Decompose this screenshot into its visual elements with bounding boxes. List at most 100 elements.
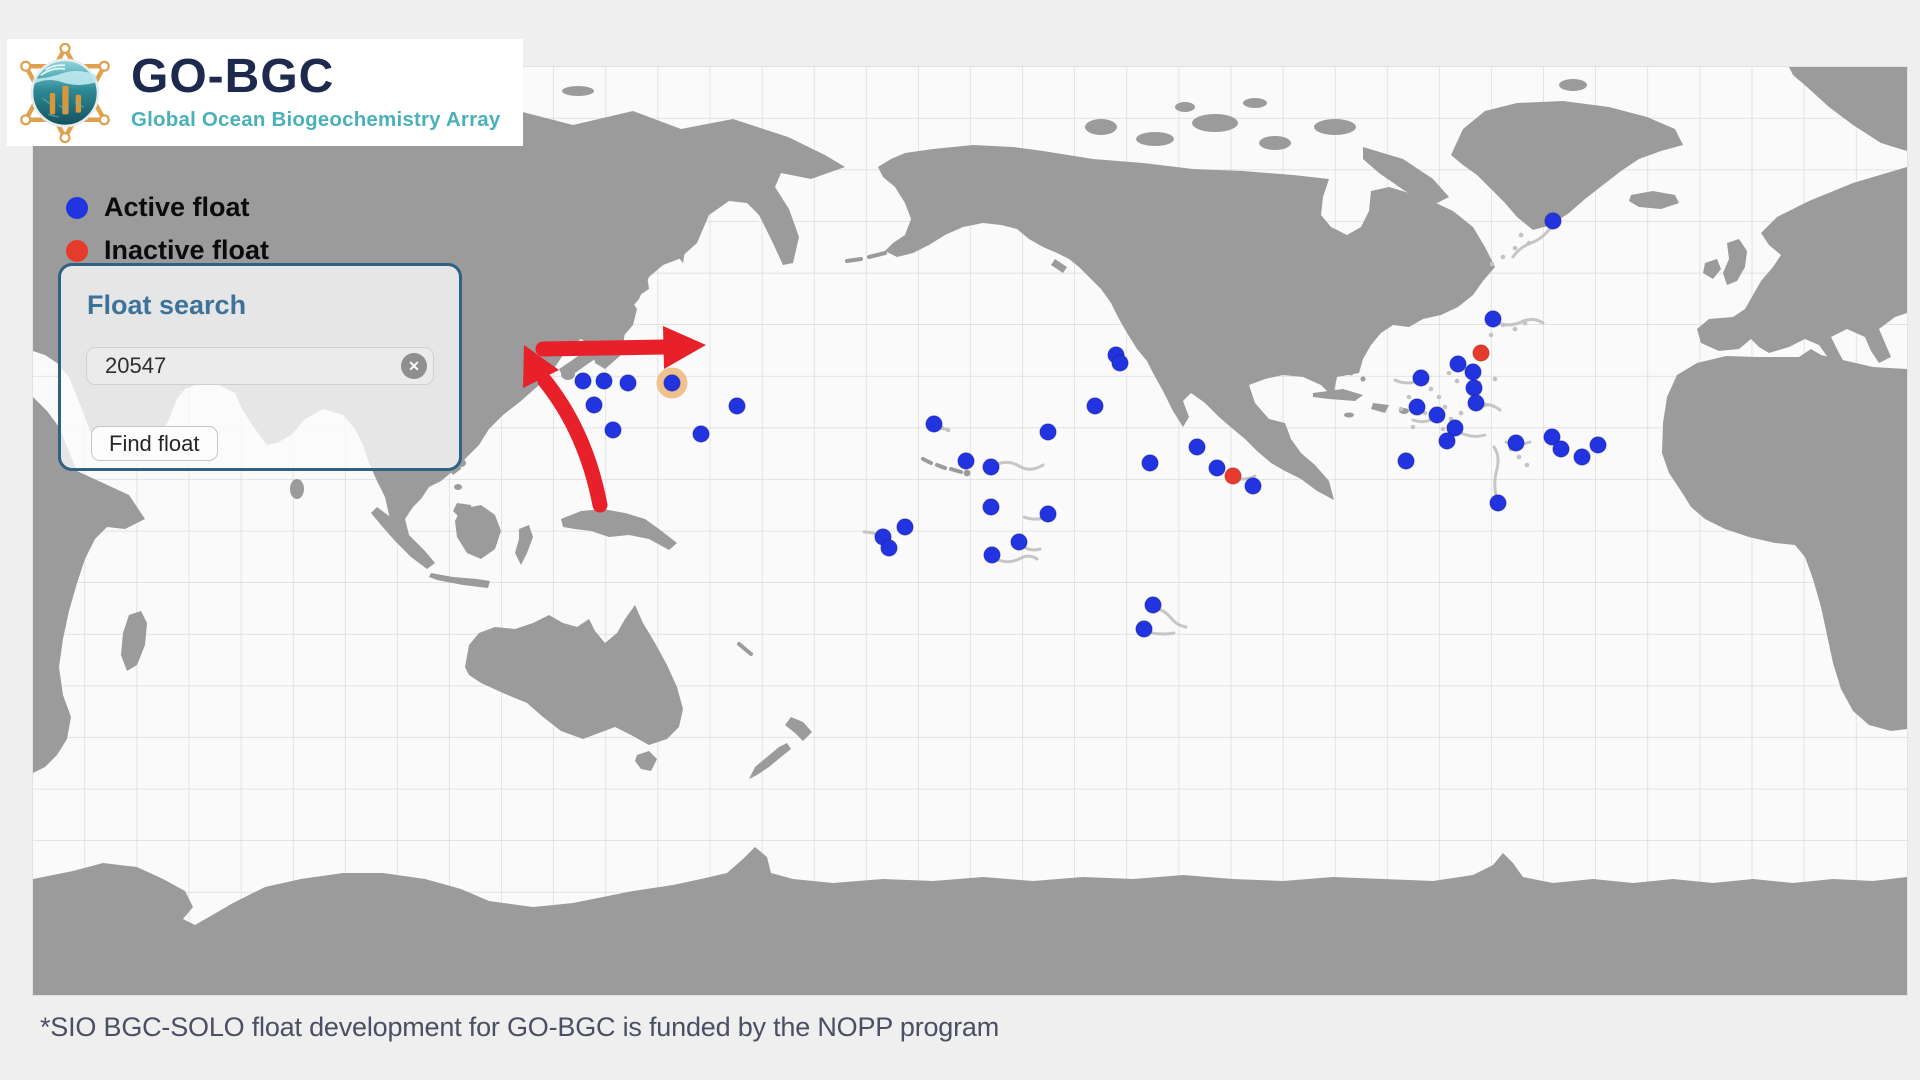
- active-float-marker[interactable]: [1188, 438, 1206, 456]
- active-float-marker[interactable]: [595, 372, 613, 390]
- active-float-marker[interactable]: [1446, 419, 1464, 437]
- inactive-float-marker[interactable]: [1224, 467, 1242, 485]
- sakhalin: [675, 227, 687, 263]
- arctic-island: [1085, 119, 1117, 135]
- active-float-marker[interactable]: [1412, 369, 1430, 387]
- active-float-marker[interactable]: [982, 498, 1000, 516]
- active-float-marker[interactable]: [1010, 533, 1028, 551]
- active-float-marker[interactable]: [983, 546, 1001, 564]
- active-float-marker[interactable]: [1086, 397, 1104, 415]
- greenland: [1451, 101, 1683, 230]
- ireland: [1703, 259, 1721, 279]
- svalbard: [1559, 79, 1587, 91]
- active-float-marker[interactable]: [1465, 379, 1483, 397]
- float-track-speck: [1522, 320, 1528, 326]
- arctic-island: [1314, 119, 1356, 135]
- logo-text: GO-BGC Global Ocean Biogeochemistry Arra…: [131, 53, 500, 132]
- africa-east: [33, 397, 145, 773]
- active-float-marker[interactable]: [1467, 394, 1485, 412]
- annotation-arrow-head: [663, 326, 706, 369]
- arctic-island: [1243, 98, 1267, 108]
- inactive-float-marker[interactable]: [1472, 344, 1490, 362]
- find-float-button[interactable]: Find float: [91, 426, 218, 461]
- world-map-svg[interactable]: [33, 67, 1907, 995]
- philippines-visayas: [454, 484, 462, 490]
- active-float-marker[interactable]: [1141, 454, 1159, 472]
- active-float-marker[interactable]: [574, 372, 592, 390]
- float-track-speck: [1516, 454, 1522, 460]
- active-floats: [574, 212, 1607, 638]
- float-track-speck: [1440, 426, 1446, 432]
- japan-kyushu: [561, 368, 575, 380]
- active-float-marker[interactable]: [1244, 477, 1262, 495]
- arctic-island: [562, 86, 594, 96]
- float-track-speck: [1436, 394, 1442, 400]
- active-float-marker[interactable]: [1552, 440, 1570, 458]
- arctic-island: [1259, 136, 1291, 150]
- active-float-marker[interactable]: [1135, 620, 1153, 638]
- active-float-marker[interactable]: [1507, 434, 1525, 452]
- active-float-marker[interactable]: [1489, 494, 1507, 512]
- scandinavia: [1789, 67, 1907, 151]
- active-float-marker[interactable]: [1039, 505, 1057, 523]
- active-float-marker[interactable]: [1589, 436, 1607, 454]
- float-trail: [1492, 445, 1500, 505]
- active-float-marker[interactable]: [585, 396, 603, 414]
- annotation-arrow-shaft: [537, 373, 608, 513]
- clear-icon: ✕: [408, 358, 420, 374]
- active-float-marker[interactable]: [1408, 398, 1426, 416]
- map-container[interactable]: [32, 66, 1908, 996]
- active-float-marker[interactable]: [925, 415, 943, 433]
- active-float-marker[interactable]: [663, 374, 681, 392]
- float-track-speck: [1526, 240, 1532, 246]
- bahamas: [1360, 376, 1366, 382]
- active-float-marker[interactable]: [1464, 363, 1482, 381]
- active-float-marker[interactable]: [1397, 452, 1415, 470]
- float-track-speck: [1500, 254, 1506, 260]
- hispaniola: [1371, 403, 1389, 413]
- active-float-marker[interactable]: [1428, 406, 1446, 424]
- clear-input-button[interactable]: ✕: [401, 353, 427, 379]
- float-track-speck: [1458, 410, 1464, 416]
- float-track-speck: [1454, 378, 1460, 384]
- active-float-marker[interactable]: [1544, 212, 1562, 230]
- philippines-mindanao: [453, 503, 473, 519]
- taiwan: [480, 413, 490, 429]
- arctic-island: [1136, 132, 1174, 146]
- legend-label-active: Active float: [104, 192, 250, 222]
- new-guinea: [561, 509, 677, 550]
- active-float-marker[interactable]: [1111, 354, 1129, 372]
- float-track-speck: [945, 427, 951, 433]
- active-float-marker[interactable]: [1484, 310, 1502, 328]
- active-float-marker[interactable]: [880, 539, 898, 557]
- active-float-marker[interactable]: [692, 425, 710, 443]
- active-float-marker[interactable]: [1449, 355, 1467, 373]
- arctic-island: [1192, 114, 1238, 132]
- active-float-marker[interactable]: [957, 452, 975, 470]
- active-float-marker[interactable]: [1543, 428, 1561, 446]
- active-float-marker[interactable]: [604, 421, 622, 439]
- legend-item-inactive: Inactive float: [66, 229, 269, 272]
- annotation-arrow-shaft: [535, 339, 674, 357]
- annotation-arrow-head: [523, 345, 559, 388]
- logo-title: GO-BGC: [131, 50, 335, 103]
- active-float-marker[interactable]: [1438, 432, 1456, 450]
- inactive-floats: [1224, 344, 1490, 485]
- aleutian-islands: [845, 251, 887, 263]
- active-float-marker[interactable]: [982, 458, 1000, 476]
- search-panel-title: Float search: [87, 290, 247, 320]
- float-track-speck: [1518, 232, 1524, 238]
- africa-west: [1662, 349, 1907, 731]
- active-float-marker[interactable]: [1208, 459, 1226, 477]
- active-float-marker[interactable]: [728, 397, 746, 415]
- active-float-marker[interactable]: [896, 518, 914, 536]
- active-float-marker[interactable]: [1039, 423, 1057, 441]
- float-track-speck: [1428, 386, 1434, 392]
- active-float-marker[interactable]: [619, 374, 637, 392]
- float-search-input[interactable]: [86, 347, 434, 385]
- active-float-marker[interactable]: [1573, 448, 1591, 466]
- active-float-marker[interactable]: [1144, 596, 1162, 614]
- tasmania: [635, 751, 657, 771]
- antarctica: [33, 847, 1907, 995]
